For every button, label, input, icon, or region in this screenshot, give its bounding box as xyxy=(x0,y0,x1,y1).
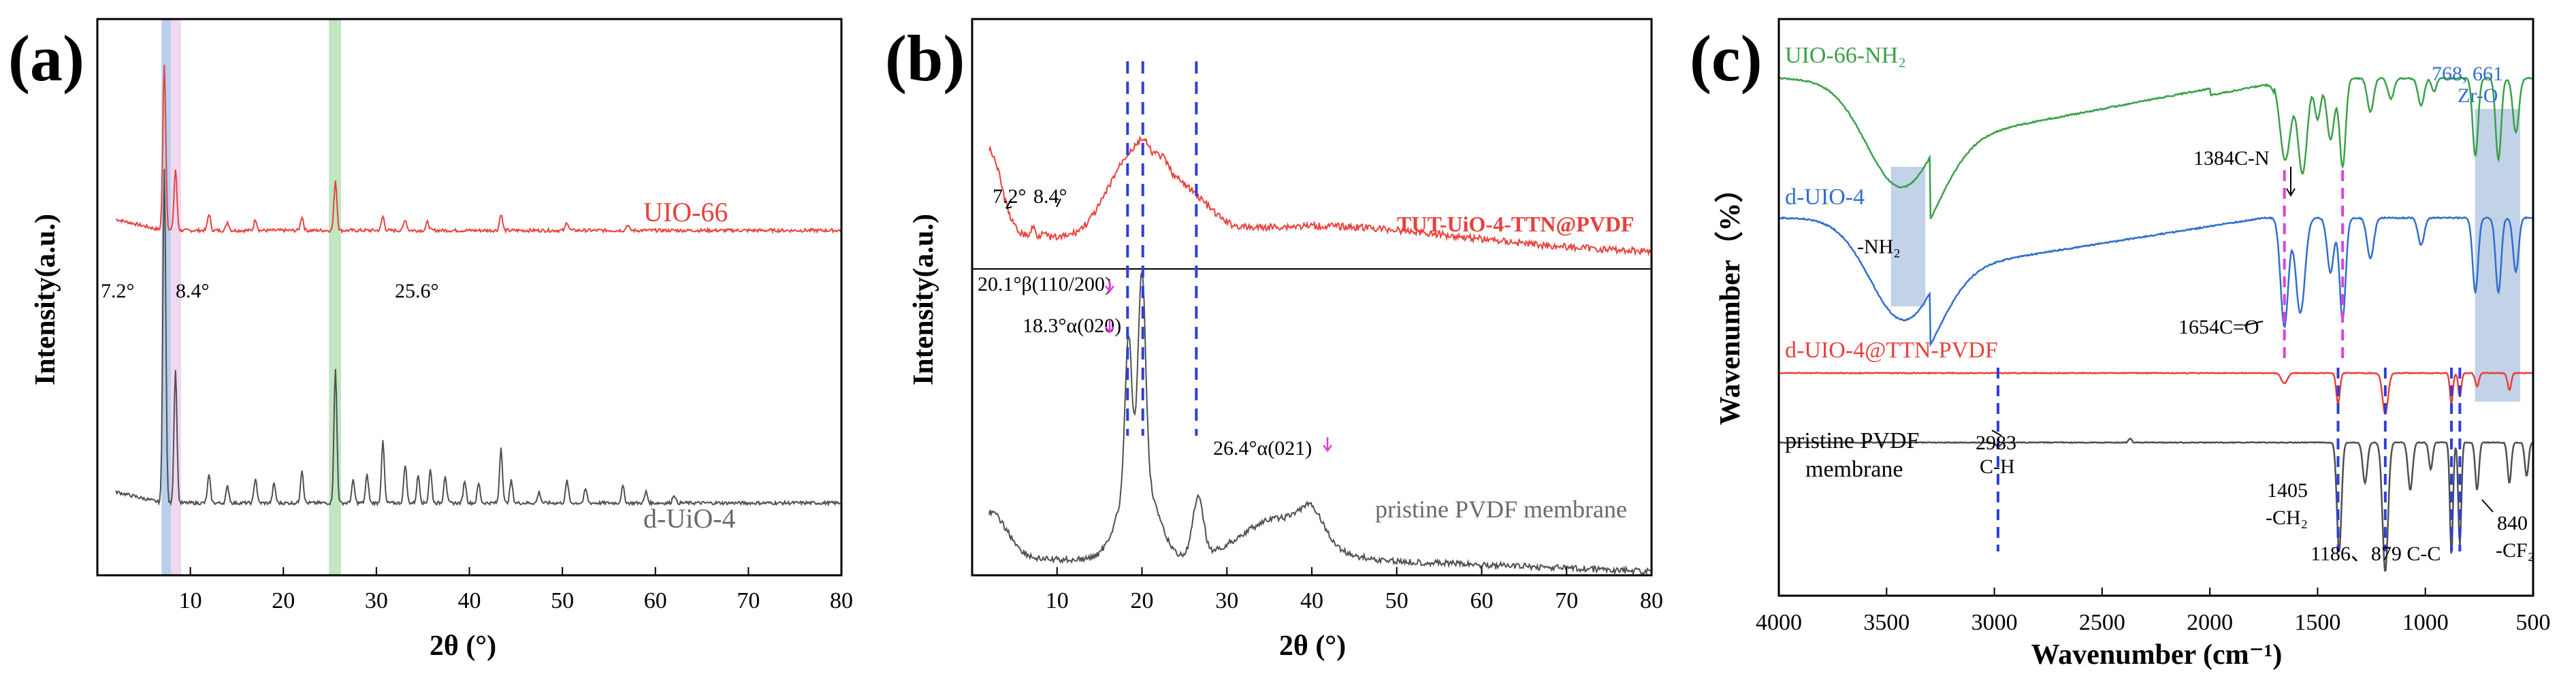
panel-b-y-axis-title: Intensity(a.u.) xyxy=(908,214,939,385)
x-tick-label: 10 xyxy=(179,588,202,613)
panel-c: (c) 4000 3500 3000 2500 2000 1500 1000 500 Wave… xyxy=(1690,18,2551,671)
panel-c-annotation-840: 840 xyxy=(2497,512,2528,534)
arrow-down-icon xyxy=(1105,279,1114,293)
x-tick-label: 70 xyxy=(1555,588,1578,613)
panel-c-label: (c) xyxy=(1690,22,1762,95)
x-tick-label: 10 xyxy=(1046,588,1069,613)
series-line-d-uio-4-ttn-pvdf xyxy=(1778,371,2533,415)
x-tick-label: 30 xyxy=(365,588,388,613)
panel-c-series-label-duio4: d-UIO-4 xyxy=(1785,184,1865,210)
x-tick-label: 20 xyxy=(1131,588,1154,613)
panel-c-annotation-1654: 1654C=O xyxy=(2178,316,2259,338)
x-tick-label: 20 xyxy=(272,588,295,613)
panel-c-annotation-ch2: -CH₂ xyxy=(2266,507,2308,529)
x-tick-label: 40 xyxy=(1300,588,1323,613)
panel-c-highlight-bands xyxy=(1890,109,2521,402)
arrow-down-icon xyxy=(2286,167,2296,197)
panel-c-series xyxy=(1778,76,2534,572)
panel-b-frame xyxy=(971,18,1653,577)
panel-a-series xyxy=(115,65,842,507)
panel-a: (a) 10 20 30 40 50 60 70 80 Intensity(a.u.) 2θ … xyxy=(8,18,853,662)
panel-c-annotation-zro: Zr-O xyxy=(2458,84,2498,107)
x-tick-label: 2000 xyxy=(2187,610,2233,635)
panel-b-annotation-26-4: 26.4°α(021) xyxy=(1213,437,1312,460)
arrow-icon xyxy=(1056,198,1061,208)
x-tick-label: 40 xyxy=(458,588,481,613)
panel-a-highlight-bands xyxy=(161,19,341,575)
panel-c-x-axis-title: Wavenumber (cm⁻¹) xyxy=(2031,639,2283,671)
x-tick-label: 80 xyxy=(830,588,853,613)
panel-a-series-label-duio4: d-UiO-4 xyxy=(643,503,736,534)
x-tick-label: 60 xyxy=(644,588,667,613)
series-line-pristine-pvdf-ftir xyxy=(1778,437,2534,572)
panel-b-annotation-8-4: 8.4° xyxy=(1033,185,1067,208)
panel-b-annotation-7-2: 7.2° xyxy=(993,185,1027,208)
panel-c-annotation-nh2: -NH₂ xyxy=(1857,236,1901,258)
panel-b-label: (b) xyxy=(885,22,965,95)
highlight-band xyxy=(1890,167,1926,306)
series-line-uio-66-nh2 xyxy=(1778,76,2534,219)
arrow-down-icon xyxy=(1323,437,1332,453)
panel-a-x-ticks: 10 20 30 40 50 60 70 80 xyxy=(179,567,853,613)
panel-b-annotation-20-1: 20.1°β(110/200) xyxy=(978,273,1112,295)
arrow-icon xyxy=(1991,430,2002,436)
x-tick-label: 50 xyxy=(551,588,574,613)
panel-b-x-ticks: 10 20 30 40 50 60 70 80 xyxy=(1046,567,1663,613)
panel-c-annotation-2983: 2983 xyxy=(1976,432,2016,454)
panel-b-series xyxy=(988,135,1652,577)
highlight-band xyxy=(329,19,341,575)
x-tick-label: 2500 xyxy=(2079,610,2125,635)
panel-b-annotation-18-3: 18.3°α(020) xyxy=(1023,315,1121,337)
panel-b: (b) 10 20 30 40 50 60 70 80 Intensity(a.u.) 2θ … xyxy=(885,18,1663,662)
x-tick-label: 50 xyxy=(1385,588,1408,613)
panel-a-label: (a) xyxy=(8,22,84,95)
panel-c-series-label-pvdf-line2: membrane xyxy=(1805,457,1903,482)
panel-a-series-label-uio66: UIO-66 xyxy=(643,197,728,227)
arrow-down-icon xyxy=(1105,320,1114,334)
panel-b-x-axis-title: 2θ (°) xyxy=(1279,630,1346,662)
panel-c-arrow-icons xyxy=(1991,167,2494,513)
panel-c-annotation-1405: 1405 xyxy=(2267,479,2308,502)
x-tick-label: 3500 xyxy=(1863,610,1910,635)
x-tick-label: 4000 xyxy=(1756,610,1802,635)
panel-a-x-axis-title: 2θ (°) xyxy=(430,630,496,662)
series-line-d-uio-4 xyxy=(1778,215,2534,347)
panel-a-y-axis-title: Intensity(a.u.) xyxy=(30,214,61,385)
panel-c-series-label-ttn-pvdf: d-UIO-4@TTN-PVDF xyxy=(1785,338,1998,363)
arrow-icon xyxy=(2243,321,2264,326)
x-tick-label: 80 xyxy=(1640,588,1663,613)
series-line-d-uio-4 xyxy=(115,169,842,507)
panel-c-reference-lines xyxy=(1996,170,2462,551)
panel-c-annotation-cf2: -CF₂ xyxy=(2496,539,2534,562)
panel-b-series-label-pvdf: pristine PVDF membrane xyxy=(1375,496,1627,523)
panel-c-annotation-1384: 1384C-N xyxy=(2193,147,2270,170)
x-tick-label: 60 xyxy=(1470,588,1494,613)
panel-c-annotation-768: 768, 661 xyxy=(2432,63,2503,85)
x-tick-label: 3000 xyxy=(1971,610,2018,635)
panel-c-series-label-uio66nh2: UIO-66-NH₂ xyxy=(1785,43,1906,68)
x-tick-label: 500 xyxy=(2516,610,2551,635)
arrow-icon xyxy=(2481,499,2494,513)
panel-c-annotation-1186: 1186、879 C-C xyxy=(2311,543,2441,565)
panel-c-annotation-ch: C-H xyxy=(1980,455,2015,478)
panel-c-y-axis-title: Wavenumber（%） xyxy=(1714,174,1746,426)
series-line-pristine-pvdf xyxy=(988,270,1651,577)
panel-b-arrow-icons xyxy=(1005,198,1332,453)
x-tick-label: 70 xyxy=(737,588,760,613)
panel-a-annotation-7-2: 7.2° xyxy=(101,280,135,302)
panel-b-series-label-tut: TUT-UiO-4-TTN@PVDF xyxy=(1397,212,1635,236)
panel-c-x-ticks: 4000 3500 3000 2500 2000 1500 1000 500 xyxy=(1756,588,2551,635)
panel-a-annotation-25-6: 25.6° xyxy=(395,280,439,302)
x-tick-label: 1500 xyxy=(2294,610,2340,635)
series-line-uio-66 xyxy=(116,65,842,234)
x-tick-label: 30 xyxy=(1215,588,1238,613)
arrow-icon xyxy=(1005,198,1012,209)
panel-a-annotation-8-4: 8.4° xyxy=(176,280,210,302)
panel-c-series-label-pvdf-line1: pristine PVDF xyxy=(1785,428,1919,453)
x-tick-label: 1000 xyxy=(2402,610,2449,635)
panel-c-frame xyxy=(1777,18,2534,597)
series-line-tut-uio-4-ttn-pvdf xyxy=(988,135,1652,257)
panel-b-reference-lines xyxy=(1126,61,1198,436)
